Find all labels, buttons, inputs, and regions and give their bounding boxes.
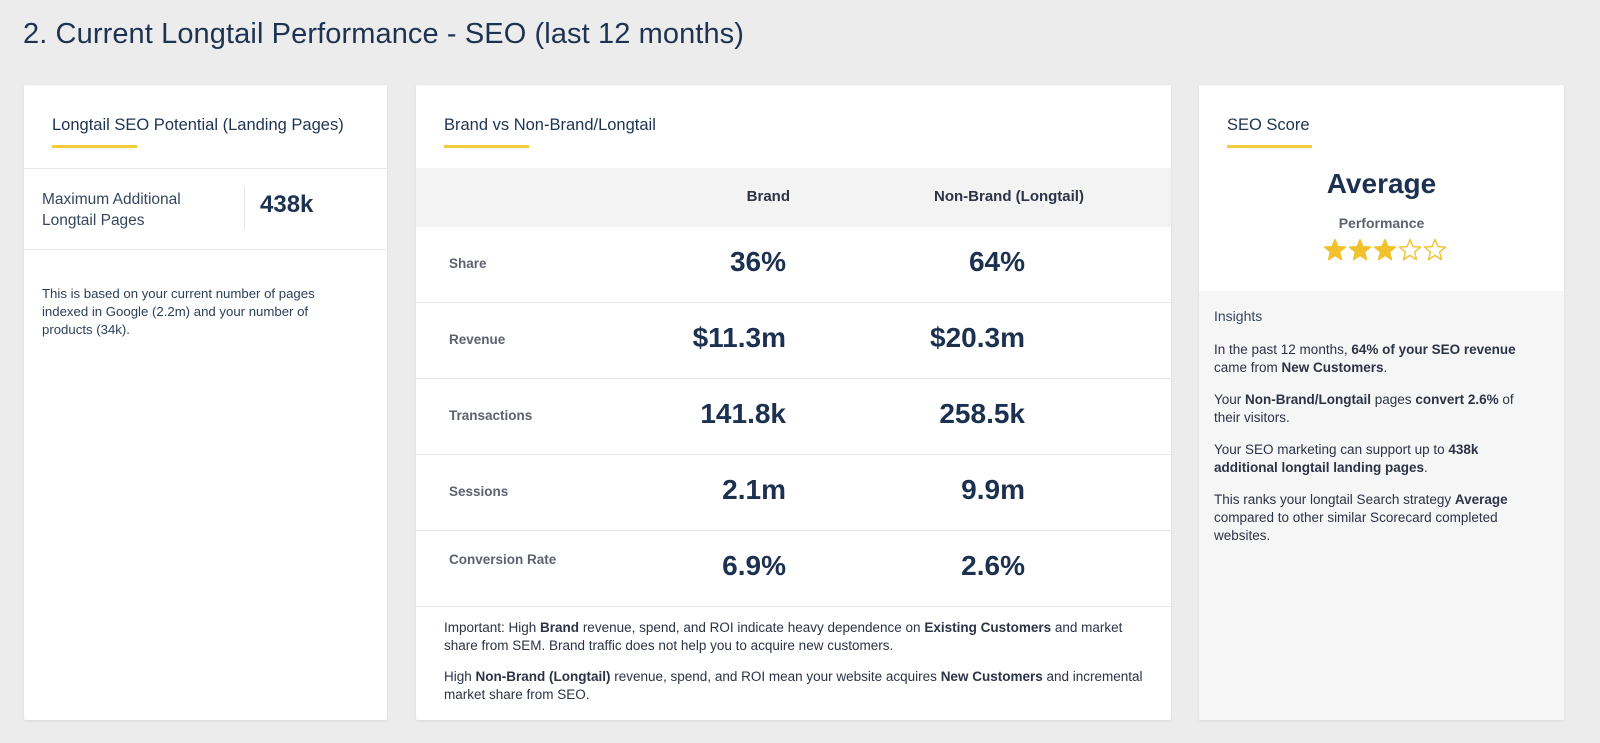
insights-panel: Insights In the past 12 months, 64% of y… (1199, 291, 1564, 720)
star-empty-icon (1423, 238, 1447, 261)
star-filled-icon (1348, 238, 1372, 261)
table-row: Transactions 141.8k 258.5k (416, 379, 1171, 455)
insights-title: Insights (1214, 308, 1263, 324)
card-title: SEO Score (1227, 116, 1310, 134)
nonbrand-value: 9.9m (961, 474, 1025, 505)
card-header: Brand vs Non-Brand/Longtail (416, 85, 1171, 168)
insight-item: Your SEO marketing can support up to 438… (1214, 442, 1479, 475)
insight-item: In the past 12 months, 64% of your SEO r… (1214, 342, 1516, 375)
metric-label: Maximum Additional Longtail Pages (42, 191, 181, 229)
score-rating: Average (1326, 168, 1437, 199)
score-summary: SEO Score Average Performance (1199, 85, 1564, 291)
row-label: Conversion Rate (449, 552, 557, 567)
nonbrand-value: 64% (968, 246, 1025, 277)
insight-item: This ranks your longtail Search strategy… (1214, 492, 1508, 543)
page-title: 2. Current Longtail Performance - SEO (l… (23, 18, 745, 50)
brand-value: 141.8k (700, 398, 786, 429)
longtail-potential-card: Longtail SEO Potential (Landing Pages) M… (24, 85, 387, 720)
column-header-nonbrand: Non-Brand (Longtail) (934, 188, 1084, 205)
row-label: Sessions (449, 484, 509, 499)
row-label: Transactions (449, 408, 533, 423)
row-label: Revenue (449, 332, 506, 347)
metric-row: Maximum Additional Longtail Pages 438k (24, 169, 387, 250)
table-row: Conversion Rate 6.9% 2.6% (416, 531, 1171, 607)
brand-notes: Important: High Brand revenue, spend, an… (444, 619, 1144, 717)
brand-value: $11.3m (692, 322, 786, 353)
brand-value: 2.1m (722, 474, 786, 505)
metric-value: 438k (260, 191, 314, 218)
star-rating (1323, 238, 1447, 262)
insights-list: In the past 12 months, 64% of your SEO r… (1214, 341, 1534, 559)
table-row: Sessions 2.1m 9.9m (416, 455, 1171, 531)
star-empty-icon (1398, 238, 1422, 261)
table-row: Revenue $11.3m $20.3m (416, 303, 1171, 379)
nonbrand-value: 2.6% (961, 550, 1025, 581)
card-title: Brand vs Non-Brand/Longtail (444, 116, 656, 134)
card-title: Longtail SEO Potential (Landing Pages) (52, 116, 344, 134)
divider (244, 187, 245, 229)
score-subtitle: Performance (1338, 215, 1425, 231)
table-header: Brand Non-Brand (Longtail) (416, 168, 1171, 227)
column-header-brand: Brand (746, 188, 790, 205)
title-underline (52, 145, 137, 148)
brand-note-important: Important: High Brand revenue, spend, an… (444, 620, 1123, 653)
insight-item: Your Non-Brand/Longtail pages convert 2.… (1214, 392, 1514, 425)
star-filled-icon (1323, 238, 1347, 261)
seo-score-card: SEO Score Average Performance Insights I… (1199, 85, 1564, 720)
title-underline (444, 145, 529, 148)
star-filled-icon (1373, 238, 1397, 261)
nonbrand-value: $20.3m (930, 322, 1025, 353)
brand-value: 36% (729, 246, 786, 277)
row-label: Share (449, 256, 487, 271)
table-row: Share 36% 64% (416, 227, 1171, 303)
nonbrand-value: 258.5k (939, 398, 1025, 429)
title-underline (1227, 145, 1312, 148)
brand-value: 6.9% (722, 550, 786, 581)
card-header: Longtail SEO Potential (Landing Pages) (24, 85, 387, 169)
brand-vs-nonbrand-card: Brand vs Non-Brand/Longtail Brand Non-Br… (416, 85, 1171, 720)
brand-note-nonbrand: High Non-Brand (Longtail) revenue, spend… (444, 669, 1143, 702)
potential-note: This is based on your current number of … (42, 286, 315, 337)
